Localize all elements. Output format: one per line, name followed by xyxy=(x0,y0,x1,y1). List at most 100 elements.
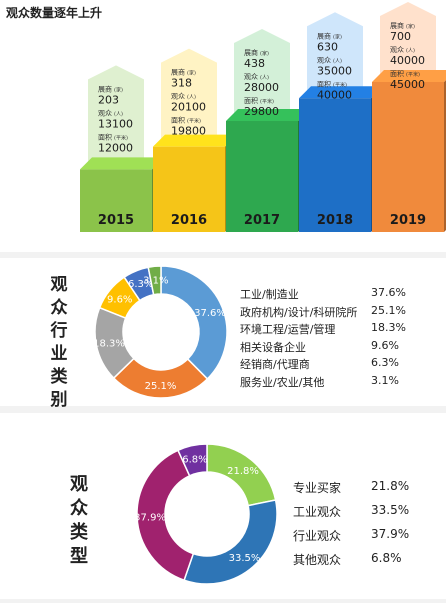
bar-metric-label: 展商 (家) xyxy=(244,48,269,57)
bar-metric-label: 面积 (平米) xyxy=(171,116,201,125)
vertical-title-char: 行 xyxy=(50,321,68,341)
type-slice-label: 6.8% xyxy=(182,454,207,465)
bar-arrow xyxy=(380,2,436,82)
bar-metric-value: 40000 xyxy=(390,54,425,67)
type-legend-label: 行业观众 xyxy=(293,529,342,543)
industry-legend-value: 9.6% xyxy=(371,338,399,352)
industry-legend-value: 37.6% xyxy=(371,286,406,299)
bar-group-2019: 2019 展商 (家)700 观众 (人)40000 面积 (平米)45000 xyxy=(372,2,446,232)
industry-legend-label: 服务业/农业/其他 xyxy=(240,375,325,389)
industry-donut-chart: 37.6% 25.1% 18.3% 9.6% 6.3%3.1% xyxy=(93,265,228,399)
bar-group-2016: 2016 展商 (家)318 观众 (人)20100 面积 (平米)19800 xyxy=(153,48,237,232)
type-legend-label: 专业买家 xyxy=(293,481,342,495)
type-chart-panel: 观众类型 21.8% 33.5% 37.9% 6.8% 专业买家 21.8% 工业观众 33… xyxy=(0,413,446,599)
bar-metric-value: 28000 xyxy=(244,81,279,94)
bar xyxy=(372,82,444,232)
type-slice-label: 37.9% xyxy=(134,513,166,524)
industry-slice-label: 9.6% xyxy=(107,295,132,306)
type-legend-item: 专业买家 21.8% xyxy=(293,479,409,496)
bar-metric-label: 展商 (家) xyxy=(171,68,196,77)
type-chart-title: 观众类型 xyxy=(68,473,90,569)
industry-legend-item: 政府机构/设计/科研院所 25.1% xyxy=(240,304,406,320)
growth-chart-panel: 观众数量逐年上升 2015 展商 (家) 203 观众 (人) 13100 面积 (平米) 120… xyxy=(0,0,446,252)
vertical-title-char: 型 xyxy=(70,546,88,567)
type-slice xyxy=(177,443,208,477)
industry-legend-item: 工业/制造业 37.6% xyxy=(240,286,406,302)
bar-year-label: 2017 xyxy=(244,213,280,228)
bar-group-2017: 2017 展商 (家)438 观众 (人)28000 面积 (平米)29800 xyxy=(226,29,310,232)
industry-legend-value: 25.1% xyxy=(371,303,406,317)
type-donut-chart: 21.8% 33.5% 37.9% 6.8% xyxy=(134,443,278,585)
bar-metric-value: 35000 xyxy=(317,64,352,77)
bar-year-label: 2015 xyxy=(98,213,134,228)
type-legend-item: 其他观众 6.8% xyxy=(293,551,402,568)
bar-year-label: 2016 xyxy=(171,213,207,228)
bar-metric-value: 40000 xyxy=(317,88,352,101)
industry-slice-label: 25.1% xyxy=(145,381,177,392)
bar-metric-label: 观众 (人) xyxy=(171,93,196,101)
bar-metric-label: 展商 (家) xyxy=(390,21,415,30)
industry-legend-label: 政府机构/设计/科研院所 xyxy=(240,305,358,319)
industry-legend-label: 经销商/代理商 xyxy=(240,358,310,371)
bar-top xyxy=(299,86,383,99)
bar-metric-value: 20100 xyxy=(171,101,206,114)
industry-legend-item: 相关设备企业 9.6% xyxy=(240,339,399,355)
industry-legend-value: 18.3% xyxy=(371,321,406,334)
vertical-title-char: 类 xyxy=(50,367,68,387)
industry-legend-value: 3.1% xyxy=(371,373,399,387)
industry-slice-label: 6.3% xyxy=(128,279,153,290)
vertical-title-char: 别 xyxy=(50,390,68,410)
type-slice-label: 21.8% xyxy=(227,466,259,477)
bar-group-2015: 2015 展商 (家)203 观众 (人)13100 面积 (平米)12000 xyxy=(80,65,164,232)
industry-legend-item: 服务业/农业/其他 3.1% xyxy=(240,374,399,390)
industry-slice-label: 3.1% xyxy=(143,275,168,286)
industry-slice xyxy=(160,265,228,381)
bar-metric-label: 面积 (平米) xyxy=(317,79,347,88)
industry-slice xyxy=(147,265,162,296)
industry-legend-item: 环境工程/运营/管理 18.3% xyxy=(240,321,406,337)
industry-legend-label: 环境工程/运营/管理 xyxy=(240,323,336,336)
growth-chart-title: 观众数量逐年上升 xyxy=(6,6,103,20)
bar-metric-value: 203 xyxy=(98,93,119,106)
bar-metric-label: 展商 (家) xyxy=(98,84,123,93)
bar-group-2018: 2018 展商 (家)630 观众 (人)35000 面积 (平米)40000 xyxy=(299,12,383,232)
bar xyxy=(153,146,225,232)
vertical-title-char: 业 xyxy=(50,344,68,364)
type-legend-item: 工业观众 33.5% xyxy=(293,503,409,520)
industry-legend-item: 经销商/代理商 6.3% xyxy=(240,356,399,372)
bar-top xyxy=(80,157,164,170)
bar-metric-label: 观众 (人) xyxy=(317,56,342,64)
industry-chart-panel: 观众行业类别 37.6% 25.1% 18.3% 9.6% 6.3% 3.1% 工业/制造… xyxy=(0,258,446,410)
bar-metric-label: 面积 (平米) xyxy=(390,69,420,78)
type-slice xyxy=(136,449,195,582)
bar-year-label: 2018 xyxy=(317,213,353,228)
bar-metric-value: 45000 xyxy=(390,78,425,91)
bar-metric-value: 12000 xyxy=(98,141,133,154)
bar-top xyxy=(372,70,446,82)
bar-arrow xyxy=(161,48,217,147)
vertical-title-char: 众 xyxy=(70,498,88,519)
industry-chart-title: 观众行业类别 xyxy=(48,274,70,412)
vertical-title-char: 观 xyxy=(70,474,88,495)
bar-metric-label: 观众 (人) xyxy=(244,73,269,81)
type-legend-value: 21.8% xyxy=(371,479,410,493)
bar-metric-label: 观众 (人) xyxy=(390,46,415,54)
bar xyxy=(299,98,371,232)
type-legend-value: 6.8% xyxy=(371,551,402,565)
bar-metric-value: 318 xyxy=(171,77,192,90)
industry-legend-label: 相关设备企业 xyxy=(240,340,306,354)
bar-metric-label: 观众 (人) xyxy=(98,109,123,117)
industry-legend-label: 工业/制造业 xyxy=(240,288,299,301)
bar-metric-label: 展商 (家) xyxy=(317,31,342,40)
bar-metric-label: 面积 (平米) xyxy=(98,132,128,141)
bar-metric-value: 19800 xyxy=(171,125,206,138)
bar-metric-value: 29800 xyxy=(244,105,279,118)
type-legend-value: 37.9% xyxy=(371,527,410,541)
vertical-title-char: 观 xyxy=(50,275,68,295)
type-legend-label: 其他观众 xyxy=(293,553,342,567)
bar-top xyxy=(226,109,310,121)
industry-slice-label: 37.6% xyxy=(194,308,226,319)
type-legend-label: 工业观众 xyxy=(293,505,342,519)
bar-metric-value: 630 xyxy=(317,40,338,53)
